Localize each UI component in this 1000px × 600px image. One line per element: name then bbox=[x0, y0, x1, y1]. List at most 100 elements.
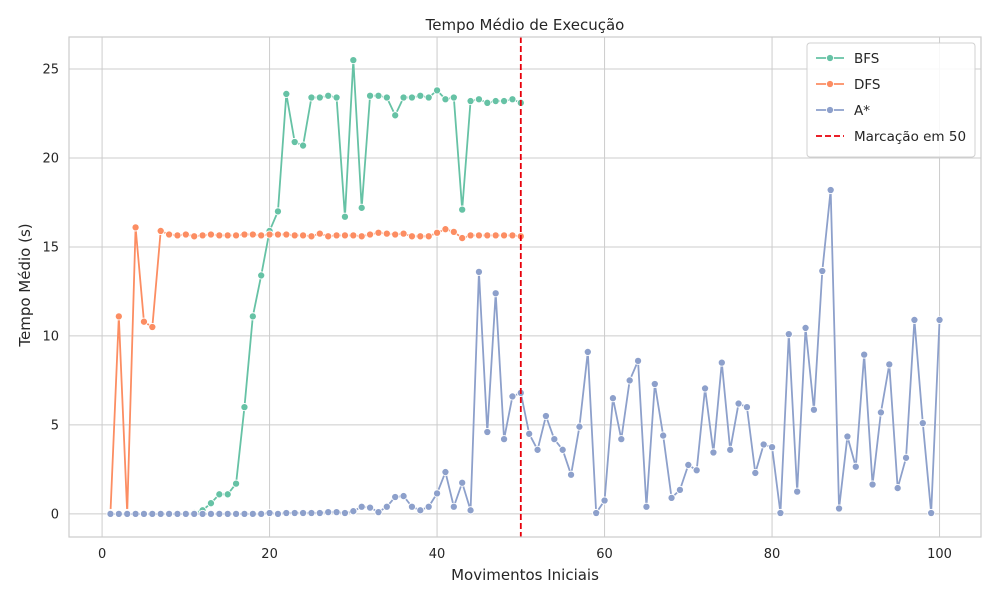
data-point-a bbox=[483, 427, 492, 437]
data-point-bfs bbox=[332, 93, 341, 102]
data-point-a bbox=[567, 470, 576, 479]
data-point-dfs bbox=[474, 231, 483, 240]
data-point-a bbox=[458, 478, 467, 487]
data-point-a bbox=[634, 356, 643, 365]
x-tick-label: 0 bbox=[98, 547, 106, 562]
legend-swatch-marker bbox=[825, 105, 835, 115]
data-point-a bbox=[717, 358, 726, 367]
x-tick-label: 40 bbox=[429, 547, 446, 562]
data-point-a bbox=[173, 509, 182, 518]
data-point-bfs bbox=[232, 479, 241, 488]
data-point-a bbox=[550, 435, 559, 444]
y-tick-label: 20 bbox=[42, 151, 59, 166]
data-point-a bbox=[416, 506, 425, 515]
data-point-bfs bbox=[299, 141, 308, 150]
data-point-a bbox=[340, 508, 349, 518]
data-point-bfs bbox=[240, 403, 249, 412]
data-point-a bbox=[139, 509, 149, 518]
data-point-a bbox=[399, 492, 408, 501]
data-point-a bbox=[131, 509, 140, 518]
data-point-bfs bbox=[324, 91, 333, 100]
data-point-a bbox=[583, 347, 592, 356]
data-point-a bbox=[826, 185, 835, 195]
y-tick-label: 10 bbox=[42, 329, 59, 344]
data-point-dfs bbox=[181, 230, 190, 239]
data-point-bfs bbox=[206, 499, 216, 508]
data-point-bfs bbox=[416, 91, 425, 100]
data-point-dfs bbox=[366, 230, 375, 239]
data-point-bfs bbox=[315, 93, 324, 102]
data-point-a bbox=[357, 502, 366, 511]
data-point-a bbox=[935, 315, 944, 324]
legend-swatch-marker bbox=[825, 53, 835, 63]
data-point-a bbox=[106, 509, 115, 518]
data-point-dfs bbox=[324, 232, 333, 241]
data-point-a bbox=[223, 509, 232, 518]
data-point-dfs bbox=[382, 229, 391, 238]
data-point-a bbox=[181, 509, 190, 518]
data-point-bfs bbox=[248, 312, 257, 321]
data-point-dfs bbox=[357, 232, 366, 241]
data-point-a bbox=[198, 509, 207, 518]
data-point-a bbox=[801, 323, 810, 332]
data-point-dfs bbox=[424, 232, 433, 241]
data-point-bfs bbox=[257, 271, 266, 280]
data-point-dfs bbox=[332, 231, 341, 240]
data-point-a bbox=[424, 502, 433, 511]
data-point-a bbox=[793, 487, 802, 496]
data-point-bfs bbox=[424, 93, 433, 102]
data-point-bfs bbox=[290, 137, 299, 147]
data-point-dfs bbox=[441, 225, 450, 234]
data-point-a bbox=[240, 509, 249, 518]
data-point-a bbox=[642, 502, 651, 511]
data-point-a bbox=[248, 509, 257, 518]
data-point-a bbox=[784, 330, 793, 339]
data-point-a bbox=[123, 509, 132, 518]
data-point-bfs bbox=[282, 89, 291, 98]
data-point-a bbox=[541, 411, 550, 421]
data-point-a bbox=[918, 419, 927, 428]
data-point-a bbox=[901, 453, 911, 462]
data-point-a bbox=[608, 394, 617, 403]
data-point-a bbox=[165, 509, 174, 518]
data-point-bfs bbox=[433, 86, 442, 95]
data-point-dfs bbox=[206, 230, 216, 239]
data-point-dfs bbox=[240, 230, 249, 239]
data-point-dfs bbox=[232, 231, 241, 240]
y-axis-label: Tempo Médio (s) bbox=[16, 223, 34, 347]
data-point-a bbox=[508, 392, 517, 401]
data-point-a bbox=[734, 399, 743, 408]
data-point-dfs bbox=[416, 232, 425, 241]
data-point-a bbox=[156, 509, 165, 518]
data-point-a bbox=[726, 445, 735, 454]
y-tick-label: 15 bbox=[42, 240, 59, 255]
data-point-a bbox=[600, 496, 609, 505]
data-point-dfs bbox=[466, 231, 475, 240]
data-point-a bbox=[684, 460, 693, 469]
data-point-a bbox=[692, 466, 701, 475]
x-tick-label: 80 bbox=[764, 547, 781, 562]
data-point-a bbox=[273, 509, 282, 518]
data-point-a bbox=[349, 507, 358, 516]
data-point-bfs bbox=[458, 205, 467, 214]
data-point-a bbox=[525, 429, 534, 438]
legend: BFS DFS A* Marcação em 50 bbox=[806, 42, 976, 158]
data-point-dfs bbox=[273, 230, 282, 239]
data-point-dfs bbox=[391, 230, 400, 239]
data-point-dfs bbox=[399, 229, 408, 238]
data-point-a bbox=[307, 508, 316, 518]
data-point-a bbox=[449, 502, 458, 511]
data-point-a bbox=[625, 376, 634, 385]
data-point-dfs bbox=[290, 231, 299, 240]
data-point-bfs bbox=[366, 91, 375, 100]
data-point-dfs bbox=[299, 231, 308, 240]
data-point-dfs bbox=[374, 228, 383, 237]
data-point-a bbox=[860, 350, 869, 359]
data-point-a bbox=[391, 492, 400, 502]
data-point-dfs bbox=[340, 231, 349, 240]
data-point-dfs bbox=[483, 231, 492, 240]
data-point-dfs bbox=[349, 231, 358, 240]
legend-box bbox=[806, 42, 976, 158]
data-point-dfs bbox=[190, 232, 199, 241]
